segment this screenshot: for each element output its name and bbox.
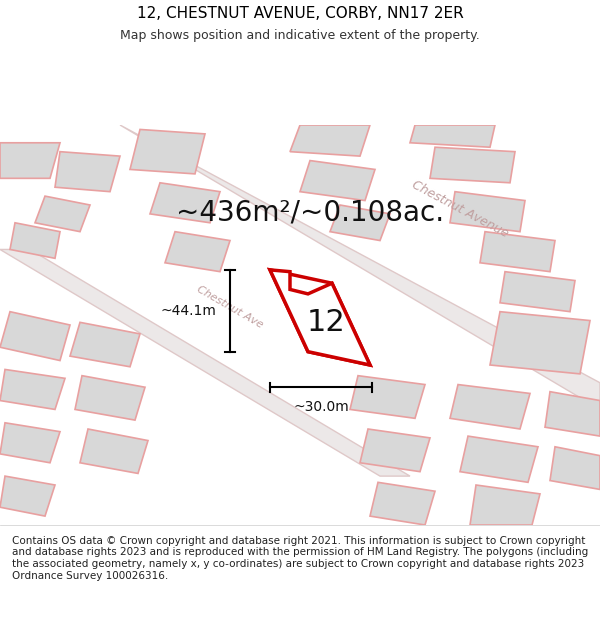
Polygon shape [70,322,140,367]
Polygon shape [120,125,600,409]
Polygon shape [290,125,370,156]
Polygon shape [430,148,515,182]
Polygon shape [165,232,230,272]
Text: 12: 12 [307,308,346,337]
Polygon shape [150,182,220,222]
Polygon shape [470,485,540,525]
Polygon shape [350,376,425,418]
Polygon shape [545,392,600,436]
Polygon shape [0,476,55,516]
Polygon shape [450,384,530,429]
Text: Chestnut Ave: Chestnut Ave [195,284,265,330]
Polygon shape [80,429,148,474]
Polygon shape [0,369,65,409]
Polygon shape [0,312,70,361]
Polygon shape [500,272,575,312]
Polygon shape [360,429,430,472]
Polygon shape [270,270,370,365]
Polygon shape [55,152,120,192]
Text: Chestnut Avenue: Chestnut Avenue [409,179,511,241]
Polygon shape [450,192,525,232]
Polygon shape [0,142,60,178]
Polygon shape [270,270,370,365]
Polygon shape [550,447,600,489]
Polygon shape [0,249,410,476]
Polygon shape [35,196,90,232]
Polygon shape [0,422,60,462]
Polygon shape [330,205,390,241]
Text: 12, CHESTNUT AVENUE, CORBY, NN17 2ER: 12, CHESTNUT AVENUE, CORBY, NN17 2ER [137,6,463,21]
Text: ~30.0m: ~30.0m [293,399,349,414]
Text: Map shows position and indicative extent of the property.: Map shows position and indicative extent… [120,29,480,42]
Polygon shape [300,161,375,201]
Polygon shape [10,222,60,258]
Polygon shape [480,232,555,272]
Polygon shape [75,376,145,420]
Text: ~436m²/~0.108ac.: ~436m²/~0.108ac. [176,198,444,226]
Polygon shape [490,312,590,374]
Text: Contains OS data © Crown copyright and database right 2021. This information is : Contains OS data © Crown copyright and d… [12,536,588,581]
Text: ~44.1m: ~44.1m [160,304,216,318]
Polygon shape [460,436,538,482]
Polygon shape [370,482,435,525]
Polygon shape [130,129,205,174]
Polygon shape [410,125,495,148]
